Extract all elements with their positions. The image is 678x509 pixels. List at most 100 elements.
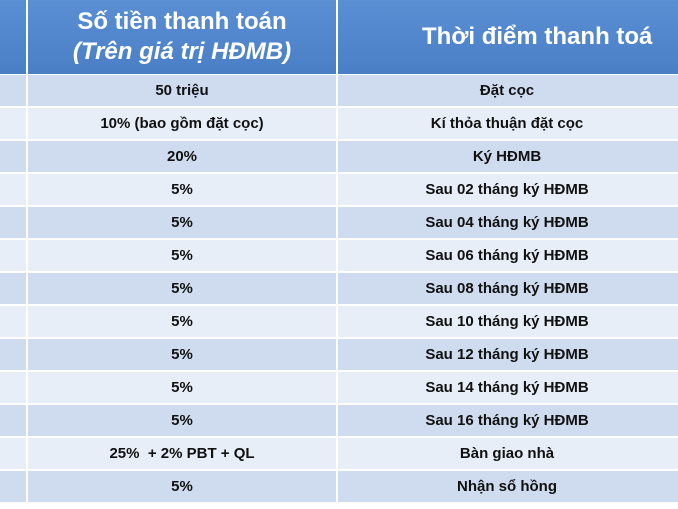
cell-divider (336, 108, 338, 140)
index-cell (0, 207, 26, 238)
amount-cell: 25% + 2% PBT + QL (109, 445, 255, 462)
index-cell (0, 306, 26, 337)
table-row: 5% Sau 02 tháng ký HĐMB (0, 173, 678, 206)
amount-cell: 10% (bao gồm đặt cọc) (100, 115, 264, 132)
time-text: Sau 10 tháng ký HĐMB (425, 313, 589, 330)
amount-cell: 50 triệu (155, 82, 209, 99)
time-cell: Sau 10 tháng ký HĐMB (338, 306, 676, 337)
amount-cell: 5% (171, 379, 193, 396)
amount-cell: 5% (171, 313, 193, 330)
cell-divider (26, 75, 28, 107)
amount-cell: 5% (171, 478, 193, 495)
table-row: 5% Sau 14 tháng ký HĐMB (0, 371, 678, 404)
table-row: 5% Sau 08 tháng ký HĐMB (0, 272, 678, 305)
time-text: Ký HĐMB (472, 148, 542, 165)
index-cell (0, 174, 26, 205)
cell-divider (26, 174, 28, 206)
index-cell (0, 240, 26, 271)
time-cell: Nhận sổ hồng (338, 471, 676, 502)
index-cell (0, 438, 26, 469)
cell-divider (336, 471, 338, 503)
time-text: Sau 08 tháng ký HĐMB (425, 280, 589, 297)
header-amount-subtitle: (Trên giá trị HĐMB) (72, 38, 292, 65)
cell-divider (26, 273, 28, 305)
table-row: 5% Sau 10 tháng ký HĐMB (0, 305, 678, 338)
amount-cell: 5% (171, 346, 193, 363)
amount-cell: 5% (171, 412, 193, 429)
header-divider (26, 0, 28, 74)
index-cell (0, 141, 26, 172)
cell-divider (336, 306, 338, 338)
header-amount-title: Số tiền thanh toán (77, 8, 287, 35)
time-text: Kí thỏa thuận đặt cọc (430, 115, 584, 132)
time-cell: Sau 14 tháng ký HĐMB (338, 372, 676, 403)
time-cell: Đặt cọc (338, 75, 676, 106)
time-text: Đặt cọc (479, 82, 535, 99)
time-cell: Sau 06 tháng ký HĐMB (338, 240, 676, 271)
cell-divider (336, 75, 338, 107)
table-row: 5% Sau 16 tháng ký HĐMB (0, 404, 678, 437)
table-row: 5% Sau 12 tháng ký HĐMB (0, 338, 678, 371)
header-amount-cell: Số tiền thanh toán (Trên giá trị HĐMB) (28, 0, 336, 74)
time-cell: Bàn giao nhà (338, 438, 676, 469)
time-text: Sau 04 tháng ký HĐMB (425, 214, 589, 231)
time-cell: Sau 04 tháng ký HĐMB (338, 207, 676, 238)
index-cell (0, 471, 26, 502)
time-cell: Sau 12 tháng ký HĐMB (338, 339, 676, 370)
index-cell (0, 339, 26, 370)
time-cell: Kí thỏa thuận đặt cọc (338, 108, 676, 139)
header-index-cell (0, 0, 26, 74)
table-row: 20% Ký HĐMB (0, 140, 678, 173)
time-text: Sau 16 tháng ký HĐMB (425, 412, 589, 429)
cell-divider (336, 141, 338, 173)
time-text: Sau 14 tháng ký HĐMB (425, 379, 589, 396)
cell-divider (26, 405, 28, 437)
header-divider (336, 0, 338, 74)
time-cell: Sau 08 tháng ký HĐMB (338, 273, 676, 304)
time-text: Bàn giao nhà (459, 445, 555, 462)
index-cell (0, 405, 26, 436)
cell-divider (26, 240, 28, 272)
header-time-title: Thời điểm thanh toá (422, 23, 653, 50)
amount-cell: 5% (171, 181, 193, 198)
cell-divider (26, 339, 28, 371)
cell-divider (26, 471, 28, 503)
cell-divider (336, 207, 338, 239)
table-row: 5% Sau 04 tháng ký HĐMB (0, 206, 678, 239)
cell-divider (336, 405, 338, 437)
amount-cell: 5% (171, 214, 193, 231)
cell-divider (336, 372, 338, 404)
time-text: Nhận sổ hồng (457, 478, 557, 495)
cell-divider (26, 306, 28, 338)
time-text: Sau 12 tháng ký HĐMB (425, 346, 589, 363)
time-cell: Sau 16 tháng ký HĐMB (338, 405, 676, 436)
cell-divider (26, 372, 28, 404)
cell-divider (26, 108, 28, 140)
amount-cell: 5% (171, 247, 193, 264)
index-cell (0, 372, 26, 403)
table-row: 25% + 2% PBT + QL Bàn giao nhà (0, 437, 678, 470)
time-text: Sau 02 tháng ký HĐMB (425, 181, 589, 198)
cell-divider (336, 273, 338, 305)
index-cell (0, 75, 26, 106)
cell-divider (336, 339, 338, 371)
cell-divider (336, 174, 338, 206)
table-header: Số tiền thanh toán (Trên giá trị HĐMB) T… (0, 0, 678, 74)
cell-divider (26, 207, 28, 239)
index-cell (0, 273, 26, 304)
table-row: 5% Nhận sổ hồng (0, 470, 678, 503)
time-cell: Sau 02 tháng ký HĐMB (338, 174, 676, 205)
cell-divider (26, 438, 28, 470)
cell-divider (26, 141, 28, 173)
amount-cell: 5% (171, 280, 193, 297)
time-text: Sau 06 tháng ký HĐMB (425, 247, 589, 264)
index-cell (0, 108, 26, 139)
time-cell: Ký HĐMB (338, 141, 676, 172)
amount-cell: 20% (166, 148, 198, 165)
table-row: 10% (bao gồm đặt cọc) Kí thỏa thuận đặt … (0, 107, 678, 140)
cell-divider (336, 240, 338, 272)
cell-divider (336, 438, 338, 470)
header-time-cell: Thời điểm thanh toá (338, 0, 678, 74)
table-row: 5% Sau 06 tháng ký HĐMB (0, 239, 678, 272)
